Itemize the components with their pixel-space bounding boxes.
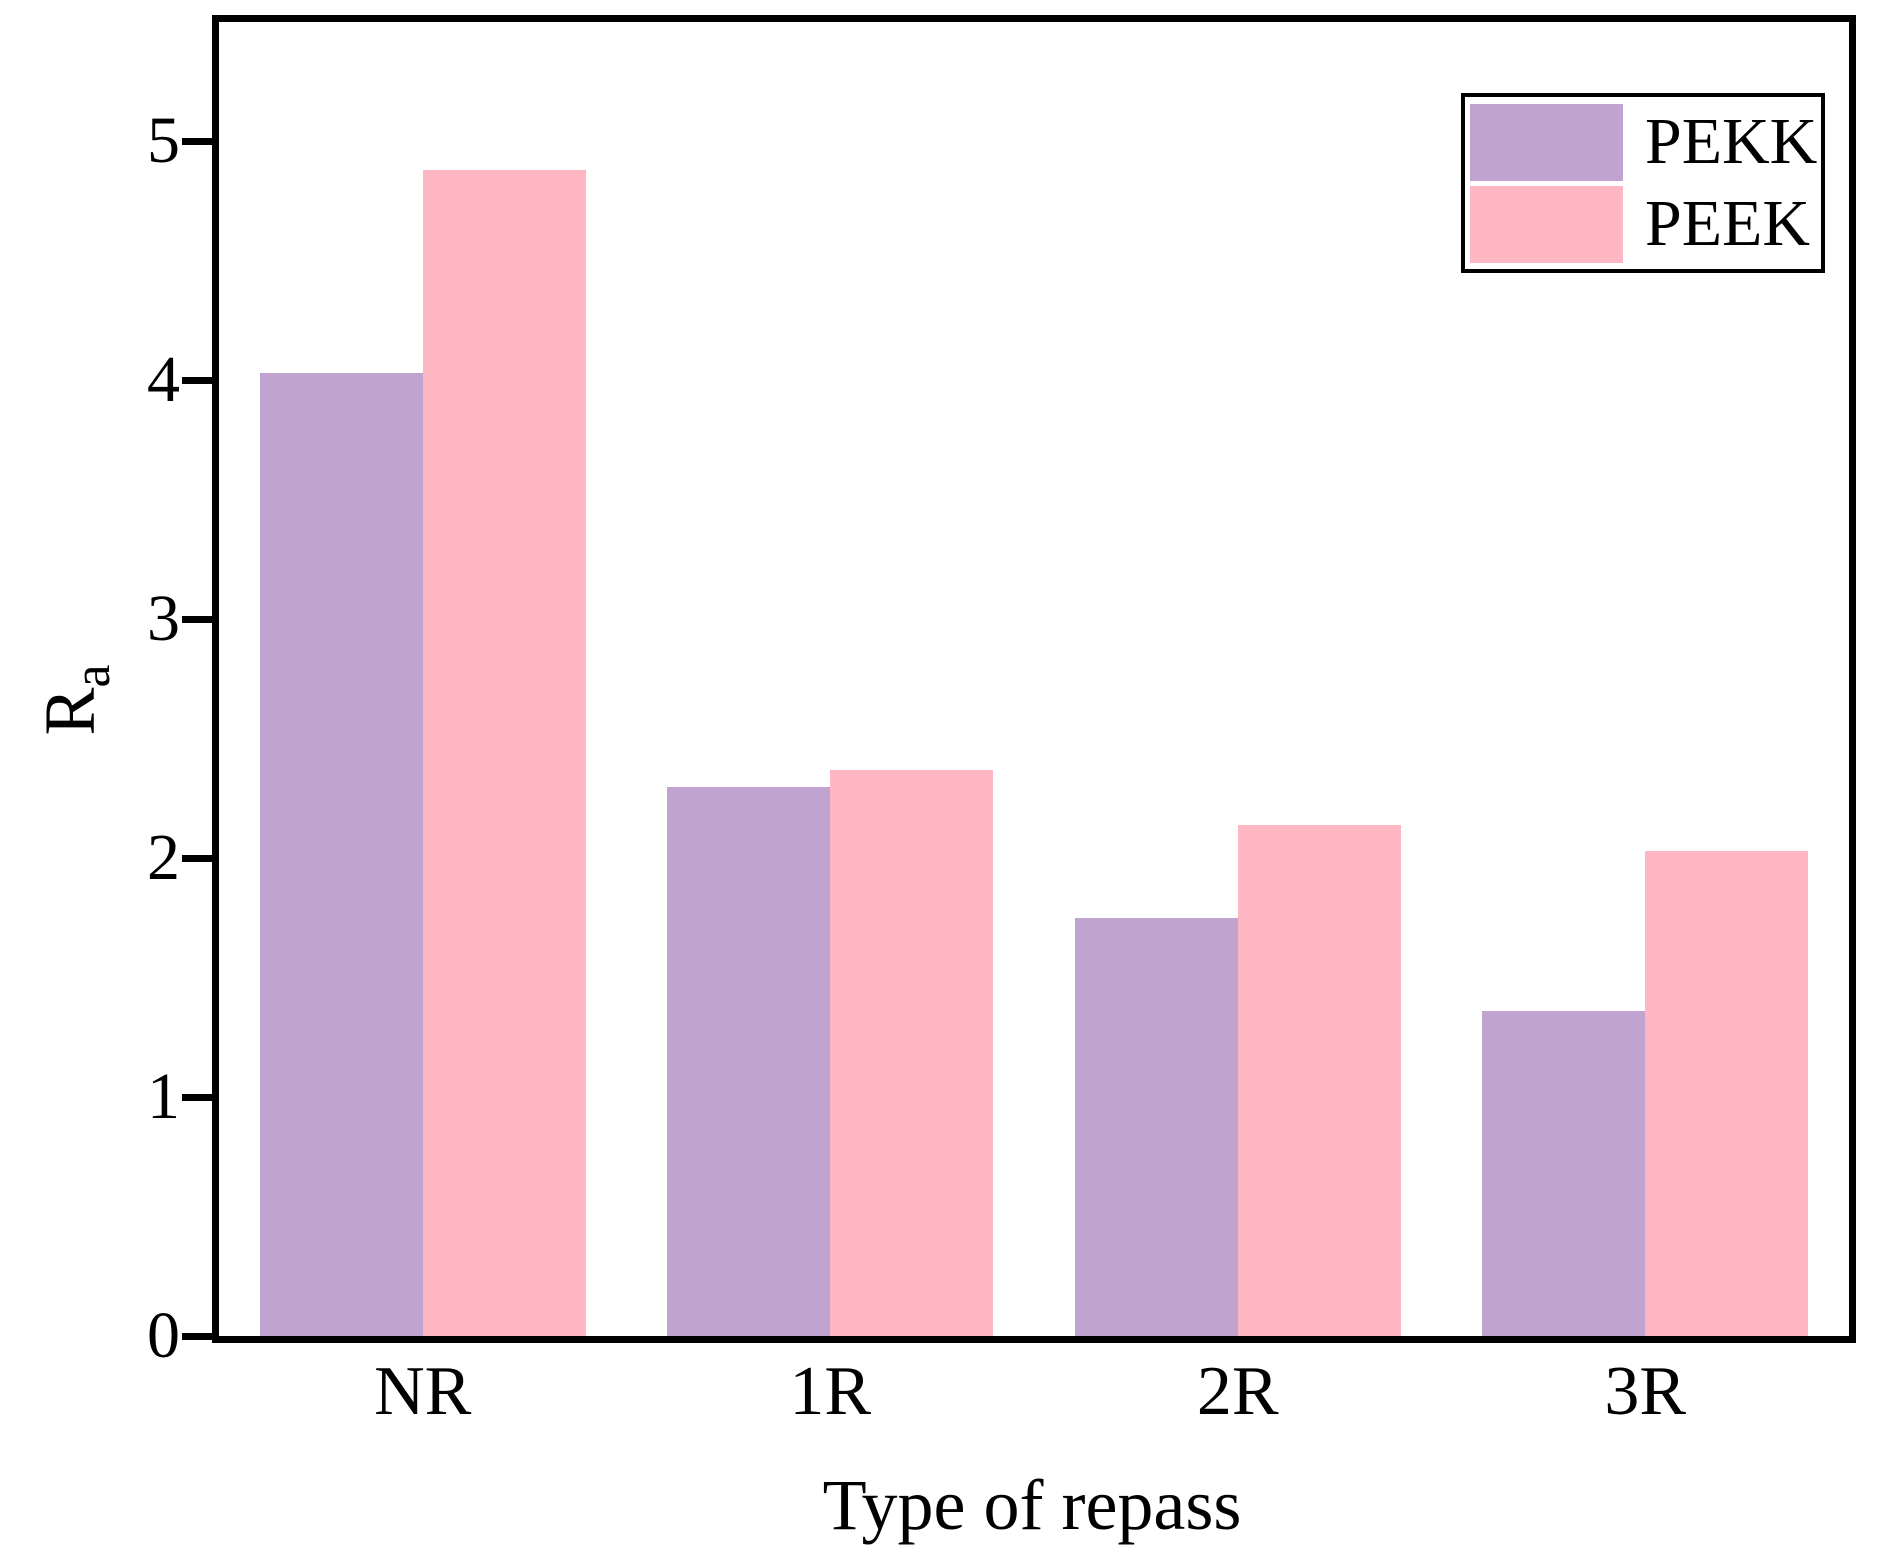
- y-axis-title-sub: a: [63, 664, 121, 688]
- x-axis-tick-label: 1R: [789, 1353, 872, 1430]
- y-axis-tick-label: 5: [147, 104, 180, 178]
- x-axis-tick-label: 3R: [1604, 1353, 1687, 1430]
- y-axis-tick: [182, 854, 212, 862]
- legend-label-pekk: PEKK: [1645, 105, 1818, 178]
- x-axis-tick-label: 2R: [1196, 1353, 1279, 1430]
- y-axis-tick: [182, 1332, 212, 1340]
- y-axis-tick-label: 1: [147, 1060, 180, 1134]
- x-axis-title: Type of repass: [822, 1465, 1242, 1545]
- bar-peek-2r: [1237, 824, 1401, 1336]
- bar-peek-nr: [422, 170, 586, 1336]
- y-axis-tick-label: 0: [147, 1299, 180, 1372]
- legend-swatch-pekk: [1470, 103, 1623, 181]
- bar-peek-3r: [1645, 851, 1809, 1336]
- legend: PEKK PEEK: [1461, 93, 1825, 273]
- y-axis: 0 1 2 3 4 5: [0, 0, 212, 1568]
- y-axis-tick-label: 3: [147, 582, 180, 656]
- x-axis-tick-label: NR: [374, 1353, 472, 1430]
- bar-peek-1r: [830, 769, 994, 1336]
- bar-pekk-1r: [667, 786, 831, 1336]
- legend-row: PEKK: [1470, 103, 1821, 181]
- y-axis-tick: [182, 615, 212, 623]
- y-axis-tick: [182, 376, 212, 384]
- legend-label-peek: PEEK: [1645, 187, 1810, 260]
- bar-pekk-3r: [1482, 1011, 1646, 1336]
- y-axis-tick: [182, 1093, 212, 1101]
- y-axis-tick-label: 2: [147, 821, 180, 895]
- legend-row: PEEK: [1470, 185, 1821, 263]
- y-axis-title-main: R: [29, 687, 110, 736]
- y-axis-title: Ra: [29, 664, 121, 736]
- bar-pekk-2r: [1074, 917, 1238, 1336]
- y-axis-tick-label: 4: [147, 343, 180, 417]
- legend-swatch-peek: [1470, 185, 1623, 263]
- plot-area: [219, 22, 1849, 1336]
- y-axis-tick: [182, 137, 212, 145]
- bar-pekk-nr: [259, 373, 423, 1336]
